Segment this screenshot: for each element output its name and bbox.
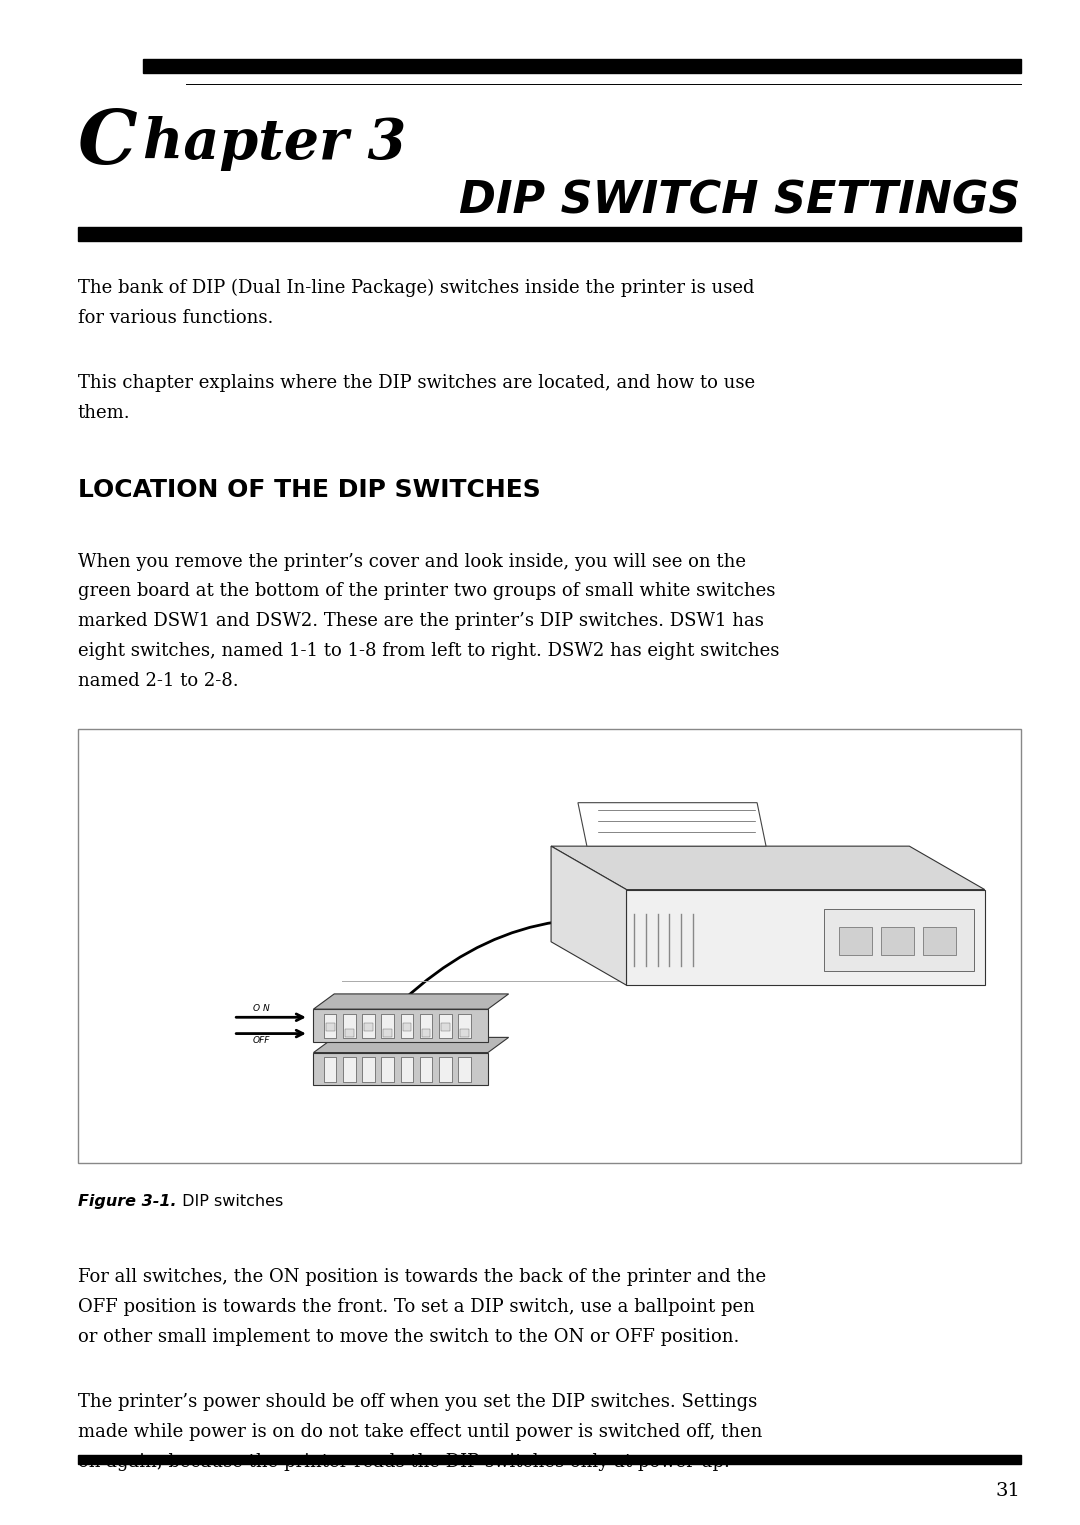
Bar	[324, 1014, 336, 1039]
Text: made while power is on do not take effect until power is switched off, then: made while power is on do not take effec…	[78, 1423, 762, 1441]
Text: C: C	[78, 107, 137, 180]
Polygon shape	[626, 889, 985, 985]
Text: OFF position is towards the front. To set a DIP switch, use a ballpoint pen: OFF position is towards the front. To se…	[78, 1298, 755, 1316]
Bar	[343, 1057, 355, 1081]
Bar	[458, 1014, 471, 1039]
Bar	[381, 1014, 394, 1039]
Bar	[880, 927, 914, 955]
Bar	[326, 1023, 335, 1031]
Text: marked DSW1 and DSW2. These are the printer’s DIP switches. DSW1 has: marked DSW1 and DSW2. These are the prin…	[78, 612, 764, 630]
Bar	[460, 1029, 469, 1037]
Text: The printer’s power should be off when you set the DIP switches. Settings: The printer’s power should be off when y…	[78, 1394, 757, 1411]
Bar	[441, 1023, 449, 1031]
Text: 31: 31	[996, 1482, 1021, 1501]
Text: Figure 3-1.: Figure 3-1.	[78, 1194, 176, 1209]
Polygon shape	[313, 994, 509, 1010]
Bar	[362, 1014, 375, 1039]
Bar	[420, 1057, 432, 1081]
Polygon shape	[551, 846, 985, 889]
Text: DIP switches: DIP switches	[177, 1194, 283, 1209]
Bar	[401, 1057, 414, 1081]
Bar	[923, 927, 956, 955]
Text: them.: them.	[78, 404, 131, 422]
Bar	[403, 1023, 411, 1031]
Bar	[458, 1057, 471, 1081]
Polygon shape	[313, 1052, 488, 1086]
Bar	[824, 909, 974, 971]
Bar	[343, 1014, 355, 1039]
Bar	[381, 1057, 394, 1081]
Bar	[401, 1014, 414, 1039]
Bar	[364, 1023, 373, 1031]
Text: When you remove the printer’s cover and look inside, you will see on the: When you remove the printer’s cover and …	[78, 552, 746, 570]
Text: eight switches, named 1-1 to 1-8 from left to right. DSW2 has eight switches: eight switches, named 1-1 to 1-8 from le…	[78, 642, 779, 660]
Bar	[422, 1029, 431, 1037]
Text: named 2-1 to 2-8.: named 2-1 to 2-8.	[78, 671, 239, 689]
Polygon shape	[578, 802, 766, 846]
Polygon shape	[313, 1010, 488, 1042]
Polygon shape	[551, 846, 626, 985]
Text: for various functions.: for various functions.	[78, 308, 273, 326]
Bar	[143, 59, 1021, 73]
Text: The bank of DIP (Dual In-line Package) switches inside the printer is used: The bank of DIP (Dual In-line Package) s…	[78, 279, 754, 297]
Bar	[383, 1029, 392, 1037]
Text: DIP SWITCH SETTINGS: DIP SWITCH SETTINGS	[459, 180, 1021, 223]
Bar	[440, 1014, 451, 1039]
Text: O N: O N	[253, 1003, 270, 1013]
Polygon shape	[313, 1037, 509, 1052]
Bar	[362, 1057, 375, 1081]
Bar	[78, 729, 1021, 1164]
Text: OFF: OFF	[253, 1035, 270, 1045]
Bar	[78, 227, 1021, 241]
Bar	[838, 927, 872, 955]
Text: or other small implement to move the switch to the ON or OFF position.: or other small implement to move the swi…	[78, 1328, 739, 1345]
Bar	[78, 1455, 1021, 1464]
Text: on again, because the printer reads the DIP switches only at power-up.: on again, because the printer reads the …	[78, 1453, 730, 1470]
Text: hapter 3: hapter 3	[143, 116, 406, 171]
Text: green board at the bottom of the printer two groups of small white switches: green board at the bottom of the printer…	[78, 583, 775, 601]
Bar	[324, 1057, 336, 1081]
Text: LOCATION OF THE DIP SWITCHES: LOCATION OF THE DIP SWITCHES	[78, 479, 540, 502]
Text: For all switches, the ON position is towards the back of the printer and the: For all switches, the ON position is tow…	[78, 1269, 766, 1286]
Bar	[345, 1029, 354, 1037]
Bar	[440, 1057, 451, 1081]
Text: This chapter explains where the DIP switches are located, and how to use: This chapter explains where the DIP swit…	[78, 374, 755, 392]
Bar	[420, 1014, 432, 1039]
